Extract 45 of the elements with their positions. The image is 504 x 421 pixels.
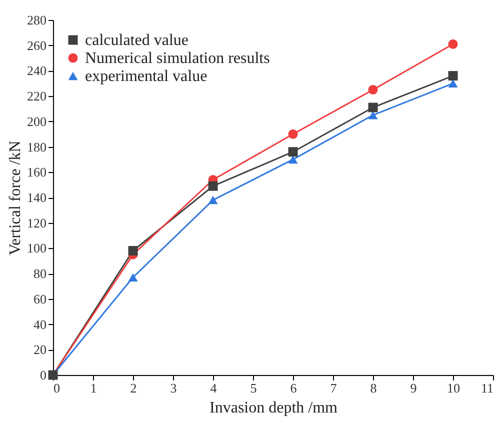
legend-label: experimental value <box>85 68 208 85</box>
y-tick-label: 260 <box>27 38 46 53</box>
point <box>448 71 458 81</box>
y-tick-label: 100 <box>27 240 46 256</box>
point <box>288 147 298 157</box>
x-tick-label: 9 <box>410 380 417 396</box>
y-tick-label: 120 <box>27 215 46 230</box>
y-tick-label: 80 <box>34 266 46 282</box>
point <box>448 79 458 88</box>
point <box>448 39 458 49</box>
point <box>128 246 138 256</box>
point <box>368 102 378 112</box>
x-tick-label: 3 <box>170 380 177 396</box>
x-tick-label: 10 <box>447 380 460 396</box>
y-tick-label: 180 <box>27 139 46 154</box>
point <box>128 273 138 282</box>
x-axis-title: Invasion depth /mm <box>210 400 338 416</box>
x-tick-label: 5 <box>250 380 257 396</box>
y-tick-label: 200 <box>27 114 46 129</box>
point <box>208 181 218 191</box>
x-tick-label: 11 <box>480 380 494 396</box>
y-tick-label: 280 <box>27 12 46 28</box>
point <box>288 155 298 164</box>
y-tick-label: 20 <box>34 342 46 358</box>
point <box>288 129 298 139</box>
y-tick-label: 140 <box>27 190 46 205</box>
point <box>208 196 218 204</box>
x-tick-label: 4 <box>210 380 218 396</box>
x-tick-label: 2 <box>130 380 137 396</box>
y-tick-label: 240 <box>27 63 46 78</box>
y-tick-label: 160 <box>27 164 46 180</box>
x-tick-label: 6 <box>290 380 298 396</box>
y-tick-label: 40 <box>34 316 46 332</box>
point <box>368 110 378 120</box>
y-tick-label: 220 <box>27 88 46 104</box>
y-tick-label: 60 <box>34 291 46 306</box>
legend-label: calculated value <box>85 32 188 49</box>
x-tick-label: 8 <box>370 380 377 396</box>
y-tick-label: 0 <box>40 368 46 382</box>
y-axis-title: Vertical force /kN <box>7 140 24 256</box>
x-tick-label: 7 <box>330 380 338 396</box>
x-tick-label: 1 <box>90 380 97 396</box>
point <box>368 85 378 94</box>
x-tick-label: 0 <box>54 380 60 396</box>
legend-label: Numerical simulation results <box>85 50 270 67</box>
